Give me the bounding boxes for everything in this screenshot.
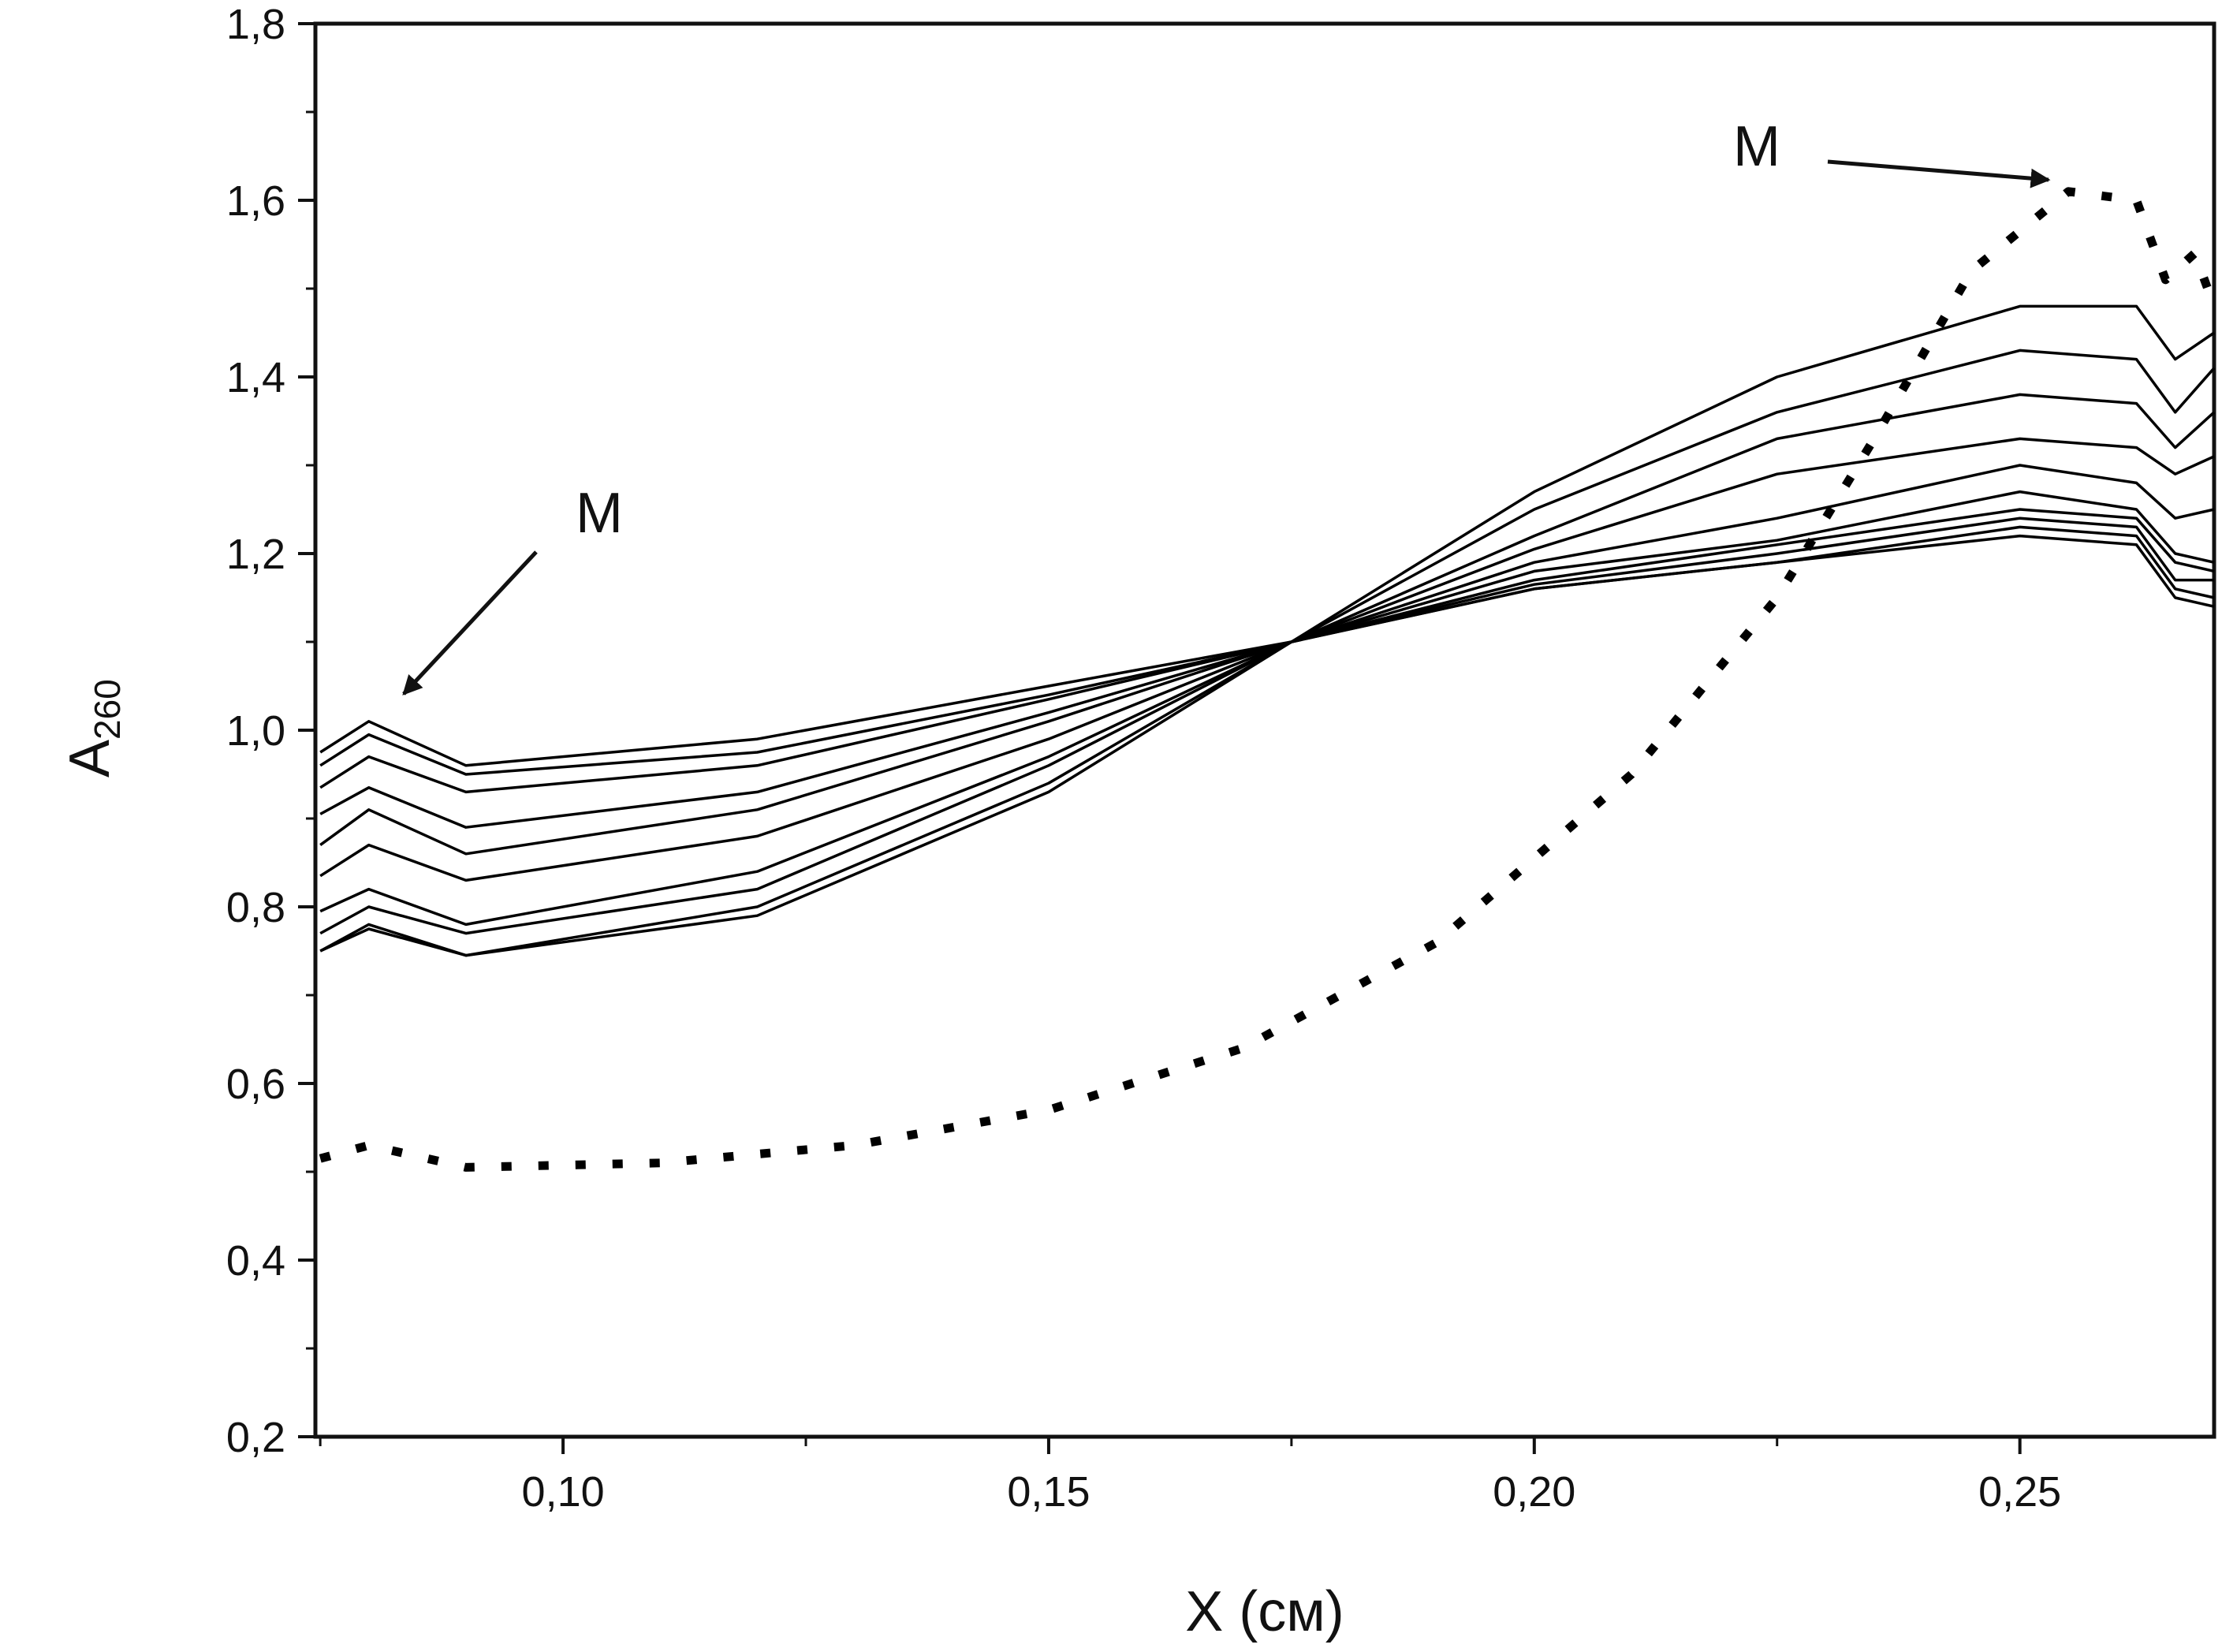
annotation-arrow-1 bbox=[1827, 159, 2051, 188]
y-tick-label: 1,0 bbox=[226, 707, 285, 755]
y-tick-label: 0,4 bbox=[226, 1237, 285, 1285]
annotation-layer: MM bbox=[402, 115, 2051, 695]
series-line-5 bbox=[319, 464, 2215, 882]
y-tick-label: 1,4 bbox=[226, 354, 285, 401]
y-axis-title: A260 bbox=[58, 679, 128, 778]
dotted-series-line-10 bbox=[319, 187, 2219, 1172]
annotation-label-0: M bbox=[576, 482, 623, 545]
series-line-2 bbox=[319, 516, 2214, 794]
axis-layer: 0,2 0,4 0,6 0,8 1,0 1,2 1,4 1,6 1,8 0,10 0,15 0,20 0… bbox=[58, 1, 2061, 1643]
series-line-7 bbox=[319, 393, 2216, 935]
x-tick-label: 0,20 bbox=[1493, 1468, 1575, 1516]
y-axis-title-main: A260 bbox=[58, 679, 128, 778]
series-line-3 bbox=[319, 508, 2215, 829]
y-tick-label: 0,2 bbox=[226, 1414, 285, 1461]
y-tick-label: 1,8 bbox=[226, 1, 285, 48]
y-tick-label: 1,6 bbox=[226, 177, 285, 225]
y-tick-label: 1,2 bbox=[226, 531, 285, 578]
x-tick-label: 0,15 bbox=[1007, 1468, 1090, 1516]
y-tick-label: 0,6 bbox=[226, 1061, 285, 1108]
x-tick-label: 0,25 bbox=[1978, 1468, 2061, 1516]
series-line-6 bbox=[319, 437, 2215, 927]
annotation-label-1: M bbox=[1733, 115, 1780, 178]
series-line-9 bbox=[319, 304, 2215, 957]
y-tick-label: 0,8 bbox=[226, 884, 285, 931]
series-line-1 bbox=[319, 525, 2215, 776]
x-tick-label: 0,10 bbox=[522, 1468, 605, 1516]
annotation-arrow-0 bbox=[402, 550, 538, 695]
series-line-4 bbox=[319, 490, 2215, 856]
series-layer bbox=[319, 187, 2219, 1172]
x-axis-title: X (см) bbox=[1185, 1580, 1344, 1643]
plot-area bbox=[313, 21, 2216, 1439]
plot-frame bbox=[313, 21, 2216, 1439]
